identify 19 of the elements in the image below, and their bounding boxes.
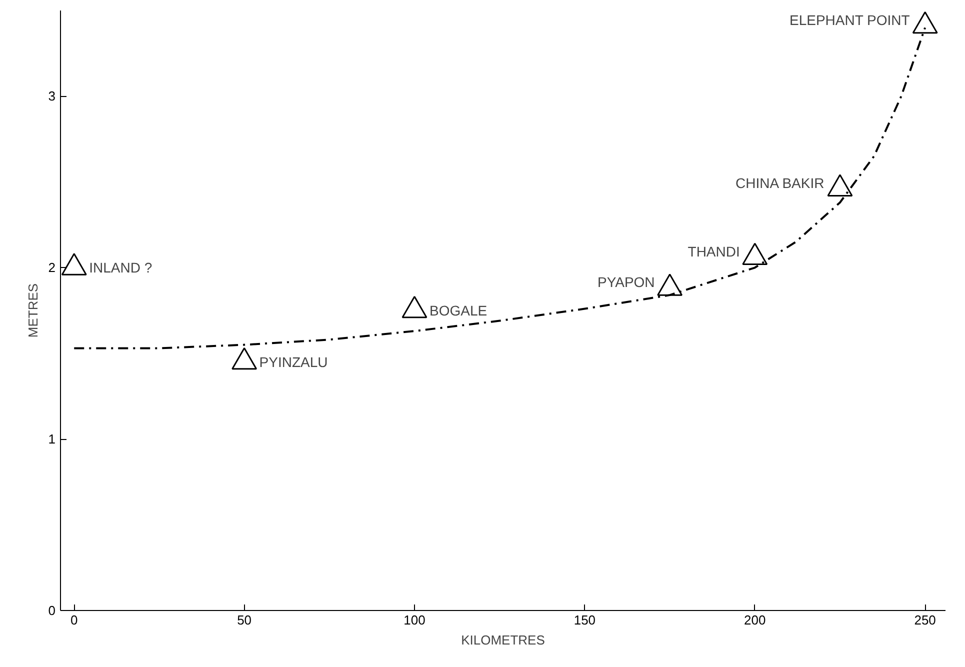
x-tick-label: 100 xyxy=(404,612,426,628)
x-axis-title: KILOMETRES xyxy=(461,632,546,648)
y-tick-label: 2 xyxy=(48,260,56,276)
annotation: CHINA BAKIR xyxy=(736,174,824,191)
annotation: ELEPHANT POINT xyxy=(790,12,910,28)
y-tick-label: 3 xyxy=(48,88,56,104)
y-tick-label: 0 xyxy=(48,603,56,618)
x-tick-label: 50 xyxy=(237,612,252,628)
x-tick-label: 200 xyxy=(744,612,766,628)
x-tick-label: 150 xyxy=(574,612,596,628)
x-tick-label: 0 xyxy=(70,612,78,628)
annotation: INLAND ? xyxy=(89,260,152,276)
annotation: PYINZALU xyxy=(259,354,328,370)
y-tick-label: 1 xyxy=(48,432,56,447)
annotation: THANDI xyxy=(688,243,740,260)
y-axis-title: METRES xyxy=(25,283,40,338)
annotation: PYAPON xyxy=(597,274,655,290)
annotation: BOGALE xyxy=(430,302,488,318)
x-tick-label: 250 xyxy=(914,612,936,628)
